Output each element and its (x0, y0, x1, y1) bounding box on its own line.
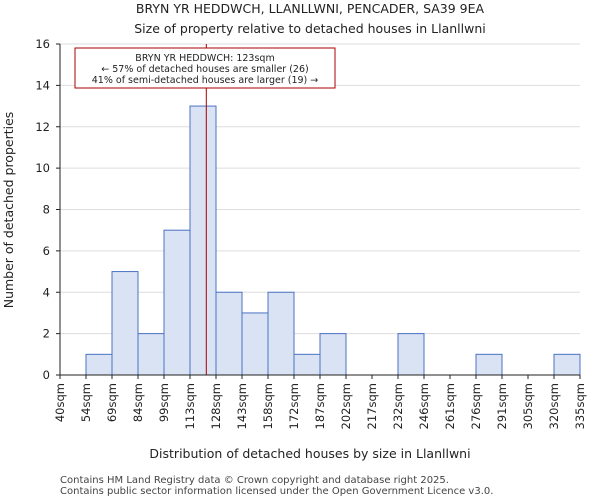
x-tick-label-320sqm: 320sqm (547, 383, 561, 429)
y-tick-label-14: 14 (35, 78, 50, 92)
bars (85, 105, 581, 376)
y-tick-label-12: 12 (35, 120, 50, 134)
annotation-box (74, 47, 336, 89)
bar-158sqm (267, 291, 295, 376)
x-tick-label-84sqm: 84sqm (131, 383, 145, 422)
x-tick-label-246sqm: 246sqm (417, 383, 431, 429)
footer-line-2: Contains public sector information licen… (60, 486, 493, 497)
x-tick-label-69sqm: 69sqm (105, 383, 119, 422)
bar-232sqm (397, 333, 425, 376)
bar-143sqm (241, 312, 269, 376)
bar-113sqm (189, 105, 217, 376)
x-tick-label-202sqm: 202sqm (339, 383, 353, 429)
x-axis-label: Distribution of detached houses by size … (149, 446, 470, 461)
y-axis-label: Number of detached properties (1, 112, 16, 309)
y-tick-labels: 0 2 4 6 8 10 12 14 16 (35, 37, 60, 382)
bar-187sqm (319, 333, 347, 376)
x-tick-label-187sqm: 187sqm (313, 383, 327, 429)
annotation-line-3: 41% of semi-detached houses are larger (… (92, 75, 319, 86)
x-tick-label-143sqm: 143sqm (235, 383, 249, 429)
bar-276sqm (475, 353, 503, 376)
y-tick-label-4: 4 (43, 285, 50, 299)
x-tick-label-40sqm: 40sqm (53, 383, 67, 422)
x-tick-label-172sqm: 172sqm (287, 383, 301, 429)
x-tick-label-232sqm: 232sqm (391, 383, 405, 429)
x-tick-label-113sqm: 113sqm (183, 383, 197, 429)
x-tick-label-217sqm: 217sqm (365, 383, 379, 429)
bar-128sqm (215, 291, 243, 376)
y-tick-label-2: 2 (43, 327, 50, 341)
x-tick-label-305sqm: 305sqm (521, 383, 535, 429)
y-tick-label-8: 8 (43, 203, 50, 217)
y-tick-label-16: 16 (35, 37, 50, 51)
bar-69sqm (111, 271, 139, 376)
x-tick-label-54sqm: 54sqm (79, 383, 93, 422)
y-tick-label-0: 0 (43, 368, 50, 382)
x-tick-label-261sqm: 261sqm (443, 383, 457, 429)
x-tick-label-99sqm: 99sqm (157, 383, 171, 422)
x-tick-label-335sqm: 335sqm (573, 383, 587, 429)
chart-subtitle: Size of property relative to detached ho… (134, 21, 486, 36)
bar-84sqm (137, 333, 165, 376)
x-tick-label-291sqm: 291sqm (495, 383, 509, 429)
x-tick-label-276sqm: 276sqm (469, 383, 483, 429)
annotation-line-2: ← 57% of detached houses are smaller (26… (101, 64, 308, 75)
bar-172sqm (293, 353, 321, 376)
y-tick-label-6: 6 (43, 244, 50, 258)
bar-99sqm (163, 229, 191, 376)
annotation-line-1: BRYN YR HEDDWCH: 123sqm (135, 53, 274, 64)
bar-54sqm (85, 353, 113, 376)
footer-line-1: Contains HM Land Registry data © Crown c… (60, 475, 449, 486)
chart-title: BRYN YR HEDDWCH, LLANLLWNI, PENCADER, SA… (136, 1, 485, 16)
y-tick-label-10: 10 (35, 161, 50, 175)
x-tick-label-158sqm: 158sqm (261, 383, 275, 429)
x-tick-labels: 40sqm 54sqm 69sqm 84sqm 99sqm 113sqm 128sqm 143… (53, 375, 587, 429)
x-tick-label-128sqm: 128sqm (209, 383, 223, 429)
bar-320sqm (553, 353, 581, 376)
